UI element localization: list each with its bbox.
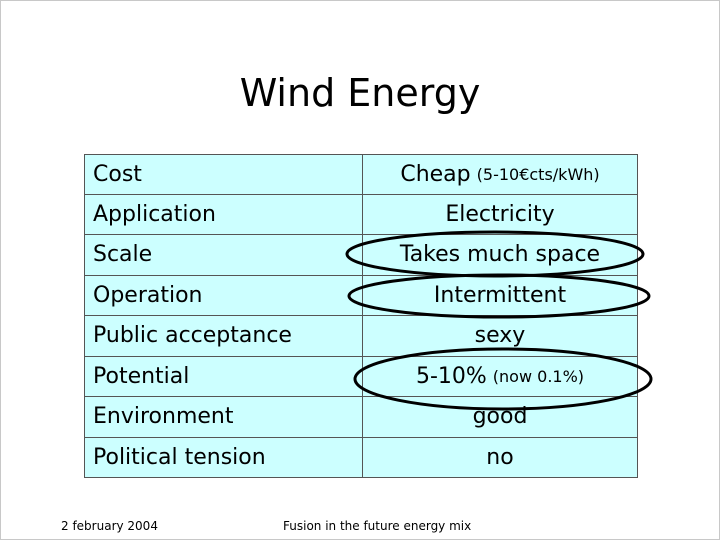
highlight-ellipse (353, 347, 653, 411)
footer-subject: Fusion in the future energy mix (283, 519, 472, 533)
row-label: Potential (84, 356, 362, 397)
row-value-cell: Cheap (5-10€cts/kWh) (362, 154, 638, 195)
row-value: Intermittent (433, 282, 567, 308)
table-row: Potential 5-10% (now 0.1%) (84, 356, 638, 397)
row-label: Operation (84, 275, 362, 316)
row-value: 5-10% (415, 363, 487, 389)
highlight-ellipse (347, 273, 651, 319)
row-value-cell: Intermittent (362, 275, 638, 316)
row-value: Takes much space (399, 242, 601, 268)
row-label: Cost (84, 154, 362, 195)
row-value: no (486, 444, 514, 470)
row-value-cell: Takes much space (362, 235, 638, 276)
row-label: Public acceptance (84, 316, 362, 357)
table-row: Political tension no (84, 437, 638, 478)
slide-title: Wind Energy (239, 71, 481, 115)
row-label: Scale (84, 235, 362, 276)
table-row: Operation Intermittent (84, 275, 638, 316)
table-row: Cost Cheap (5-10€cts/kWh) (84, 154, 638, 195)
highlight-ellipse (345, 230, 645, 278)
row-value: Electricity (445, 201, 555, 227)
row-note: (now 0.1%) (492, 366, 585, 386)
row-value: Cheap (400, 161, 471, 187)
row-label: Environment (84, 397, 362, 438)
table-row: Public acceptance sexy (84, 316, 638, 357)
table-row: Application Electricity (84, 194, 638, 235)
table-row: Scale Takes much space (84, 235, 638, 276)
row-value-cell: 5-10% (now 0.1%) (362, 356, 638, 397)
row-value: sexy (474, 323, 526, 349)
row-value-cell: Electricity (362, 194, 638, 235)
row-value-cell: no (362, 437, 638, 478)
footer-date: 2 february 2004 (61, 519, 158, 533)
row-label: Application (84, 194, 362, 235)
row-label: Political tension (84, 437, 362, 478)
table: Cost Cheap (5-10€cts/kWh) Application Electr… (84, 154, 638, 478)
row-note: (5-10€cts/kWh) (476, 164, 600, 184)
